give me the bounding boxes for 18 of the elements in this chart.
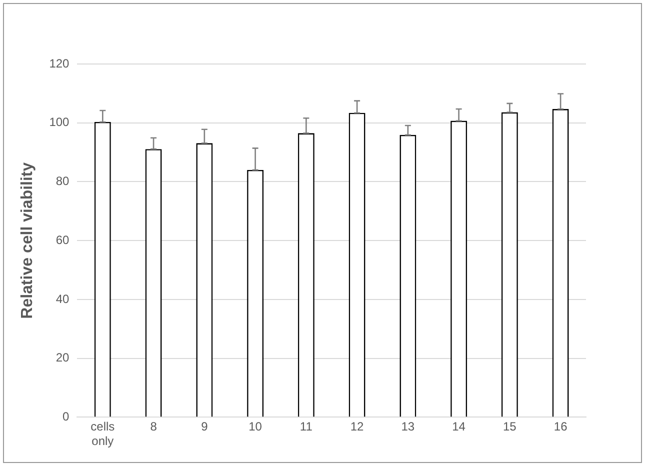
y-axis-title: Relative cell viability bbox=[19, 162, 36, 319]
y-tick-label: 60 bbox=[56, 232, 70, 247]
x-tick-label: 14 bbox=[452, 420, 466, 434]
x-tick-label: 8 bbox=[150, 420, 158, 434]
x-tick-label: 9 bbox=[201, 420, 208, 434]
y-tick-label: 80 bbox=[56, 174, 70, 188]
y-tick-label: 100 bbox=[49, 115, 70, 130]
y-tick-label: 20 bbox=[56, 350, 70, 365]
x-tick-label: 15 bbox=[503, 420, 517, 434]
x-tick-label: 12 bbox=[350, 420, 364, 434]
x-tick-label: 11 bbox=[300, 420, 313, 434]
x-tick-label: 16 bbox=[554, 420, 568, 434]
x-tick-label: 13 bbox=[401, 420, 415, 434]
x-tick-label: 10 bbox=[248, 420, 262, 434]
x-tick-label: cells only bbox=[90, 420, 115, 448]
y-tick-label: 120 bbox=[49, 56, 70, 70]
y-tick-label: 0 bbox=[62, 410, 70, 424]
y-tick-label: 40 bbox=[56, 292, 70, 306]
